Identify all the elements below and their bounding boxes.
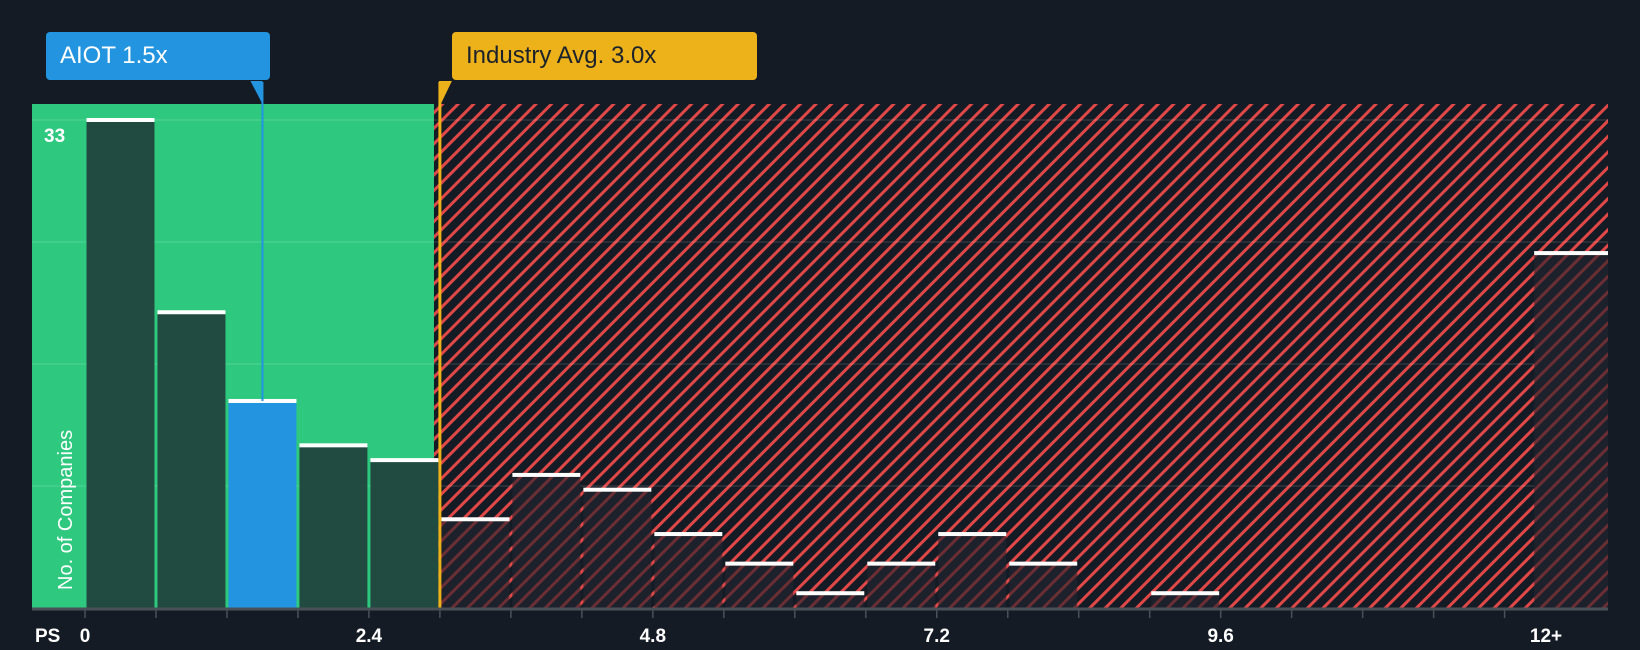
- histogram-bar: [867, 563, 936, 608]
- histogram-bar: [157, 312, 226, 608]
- histogram-bar: [1009, 563, 1078, 608]
- bar-cap: [86, 118, 155, 122]
- bar-cap: [157, 310, 226, 315]
- histogram-bar: [441, 519, 510, 608]
- histogram-bar: [370, 460, 439, 608]
- x-tick-label: 7.2: [923, 626, 950, 647]
- industry-avg-callout: Industry Avg. 3.0x: [452, 32, 757, 80]
- bar-cap: [867, 561, 936, 566]
- bar-cap: [370, 458, 439, 463]
- histogram-bar: [86, 120, 155, 608]
- histogram-bar: [725, 563, 794, 608]
- bar-cap: [796, 591, 865, 596]
- histogram-bar: [654, 534, 723, 608]
- bar-cap: [299, 443, 368, 448]
- bar-cap: [441, 517, 510, 522]
- bar-cap: [1534, 251, 1608, 256]
- x-tick-label: 0: [79, 626, 91, 647]
- x-tick-label: 2.4: [355, 626, 383, 647]
- histogram-bar: [796, 593, 865, 608]
- x-tick-label: 9.6: [1207, 626, 1234, 647]
- histogram-bar: [512, 474, 581, 608]
- bar-cap: [654, 532, 723, 537]
- bar-cap: [512, 472, 581, 477]
- x-tick-label: 12+: [1529, 626, 1563, 647]
- histogram-bar: [1151, 593, 1220, 608]
- histogram-bar: [583, 489, 652, 608]
- bar-cap: [1009, 561, 1078, 566]
- bar-cap: [1151, 591, 1220, 596]
- x-axis-label: PS: [35, 626, 61, 647]
- bar-cap: [583, 487, 652, 492]
- histogram-bar: [1534, 253, 1608, 608]
- y-axis-label: No. of Companies: [55, 429, 77, 590]
- bar-cap: [725, 561, 794, 566]
- company-callout-pointer: [250, 81, 263, 104]
- bar-cap: [938, 532, 1007, 537]
- histogram-bar: [938, 534, 1007, 608]
- highlighted-bar: [228, 400, 297, 608]
- histogram-bar: [299, 445, 368, 608]
- y-max-label: 33: [44, 126, 66, 147]
- x-tick-label: 4.8: [639, 626, 667, 647]
- company-ps-callout: AIOT 1.5x: [46, 32, 270, 80]
- industry-callout-pointer: [438, 81, 452, 108]
